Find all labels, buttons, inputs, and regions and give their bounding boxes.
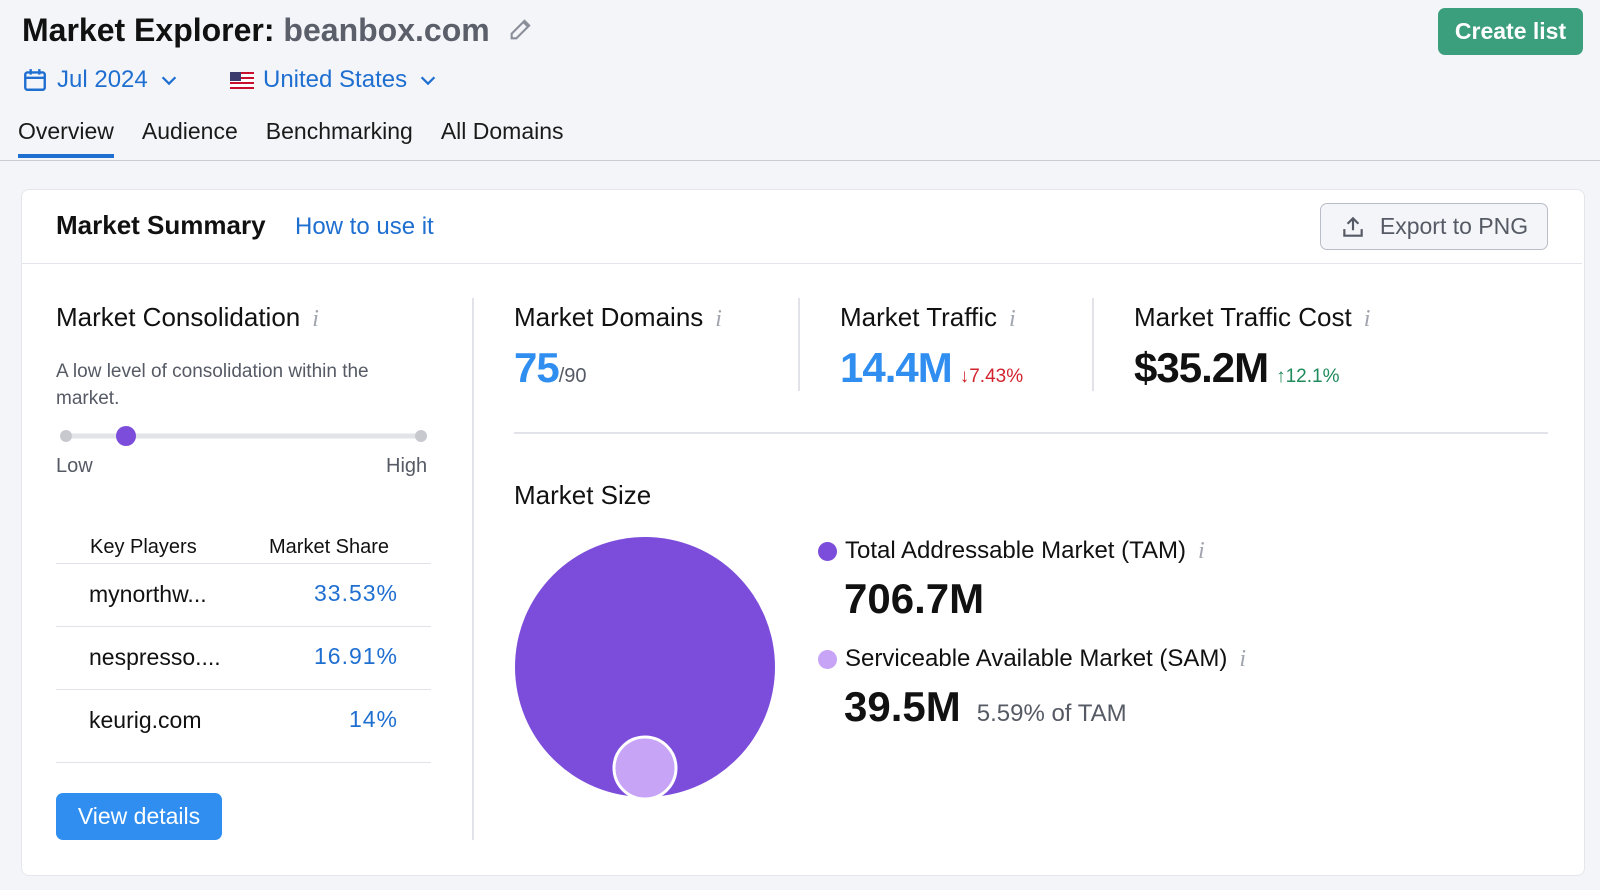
table-row: keurig.com 14% [56,689,431,752]
flag-icon [230,71,254,89]
table-row: nespresso.... 16.91% [56,626,431,689]
metric-value: 75 [514,344,560,391]
metric-label-text: Market Domains [514,302,704,332]
market-share: 16.91% [313,643,398,669]
summary-title: Market Summary [56,210,266,240]
player-domain[interactable]: mynorthw... [89,581,207,607]
table-border [56,762,431,763]
card-header-border [22,263,1582,264]
country: United States [263,66,408,93]
table-header: Key Players [90,536,197,558]
divider [514,432,1548,434]
market-size-bubbles [515,537,775,801]
create-list-button[interactable]: Create list [1438,8,1583,55]
change-arrow: ↑ [1276,366,1286,387]
sam-value: 39.5M [844,683,961,730]
info-icon[interactable]: i [1363,306,1371,332]
view-details-button[interactable]: View details [56,793,222,840]
metric-change: ↑12.1% [1276,366,1339,388]
header-title-row: Market Explorer: beanbox.com [22,12,535,49]
tabs: Overview Audience Benchmarking All Domains [18,118,564,158]
consolidation-slider [60,426,427,446]
divider [798,298,800,391]
table-row: mynorthw... 33.53% [56,563,431,626]
info-icon[interactable]: i [1198,537,1205,564]
metric-label-text: Market Traffic [840,302,998,332]
consolidation-title: Market Consolidation i [56,302,319,333]
metric-value: 14.4M [840,344,953,391]
sam-legend: Serviceable Available Market (SAM) i [818,645,1246,673]
upload-icon [1343,216,1363,237]
tam-dot [818,541,837,561]
metric-value-row: $35.2M ↑12.1% [1134,344,1339,392]
metric-value-row: 14.4M ↓7.43% [840,344,1023,392]
sam-dot [818,649,837,669]
scale-high: High [386,455,428,477]
player-domain[interactable]: nespresso.... [89,644,221,670]
tab[interactable]: Benchmarking [265,118,413,144]
tam-legend: Total Addressable Market (TAM) i [818,537,1205,565]
sam-note: 5.59% of TAM [976,700,1127,727]
player-domain[interactable]: keurig.com [89,707,202,733]
tam-label: Total Addressable Market (TAM) [845,537,1187,564]
tab[interactable]: Audience [141,118,238,144]
export-label: Export to PNG [1379,213,1529,239]
divider [1092,298,1094,391]
change-arrow: ↓ [959,366,970,387]
divider [472,298,474,840]
chevron [161,76,176,86]
metric-value: $35.2M [1134,344,1269,391]
domain: beanbox.com [283,12,490,48]
metric-label-text: Market Traffic Cost [1134,302,1352,332]
chevron [420,76,436,86]
market-size-title: Market Size [514,480,652,510]
tam-value: 706.7M [844,575,985,622]
date-picker[interactable]: Jul 2024 [22,66,180,94]
sam-value-row: 39.5M 5.59% of TAM [844,683,1127,731]
change-value: 7.43% [969,366,1024,387]
edit-icon[interactable] [507,15,535,43]
card [21,189,1585,876]
metric-label: Market Traffic i [840,302,1016,333]
metric-value-row: 75/90 [514,344,587,392]
info-icon[interactable]: i [1009,306,1016,332]
info-icon[interactable]: i [312,306,319,332]
table-header: Market Share [269,536,390,558]
country-picker[interactable]: United States [230,66,439,94]
market-share: 14% [348,706,398,732]
consolidation-description: A low level of consolidation within the … [56,361,369,409]
calendar-icon [24,69,46,91]
metric-suffix: /90 [558,365,587,387]
tab[interactable]: All Domains [440,118,564,144]
tab[interactable]: Overview [18,118,114,158]
export-button[interactable]: Export to PNG [1320,203,1548,250]
sam-label: Serviceable Available Market (SAM) [845,645,1228,672]
consolidation-title-text: Market Consolidation [56,302,301,332]
metric-change: ↓7.43% [960,366,1023,388]
scale-low: Low [56,455,93,477]
info-icon[interactable]: i [715,306,722,332]
metric-label: Market Domains i [514,302,722,333]
title: Market Explorer: [22,12,275,48]
change-value: 12.1% [1285,366,1340,387]
info-icon[interactable]: i [1239,645,1247,672]
help-link[interactable]: How to use it [295,213,434,240]
metric-label: Market Traffic Cost i [1134,302,1370,333]
tabs-border [0,160,1600,161]
date: Jul 2024 [57,66,148,93]
market-share: 33.53% [313,580,398,606]
